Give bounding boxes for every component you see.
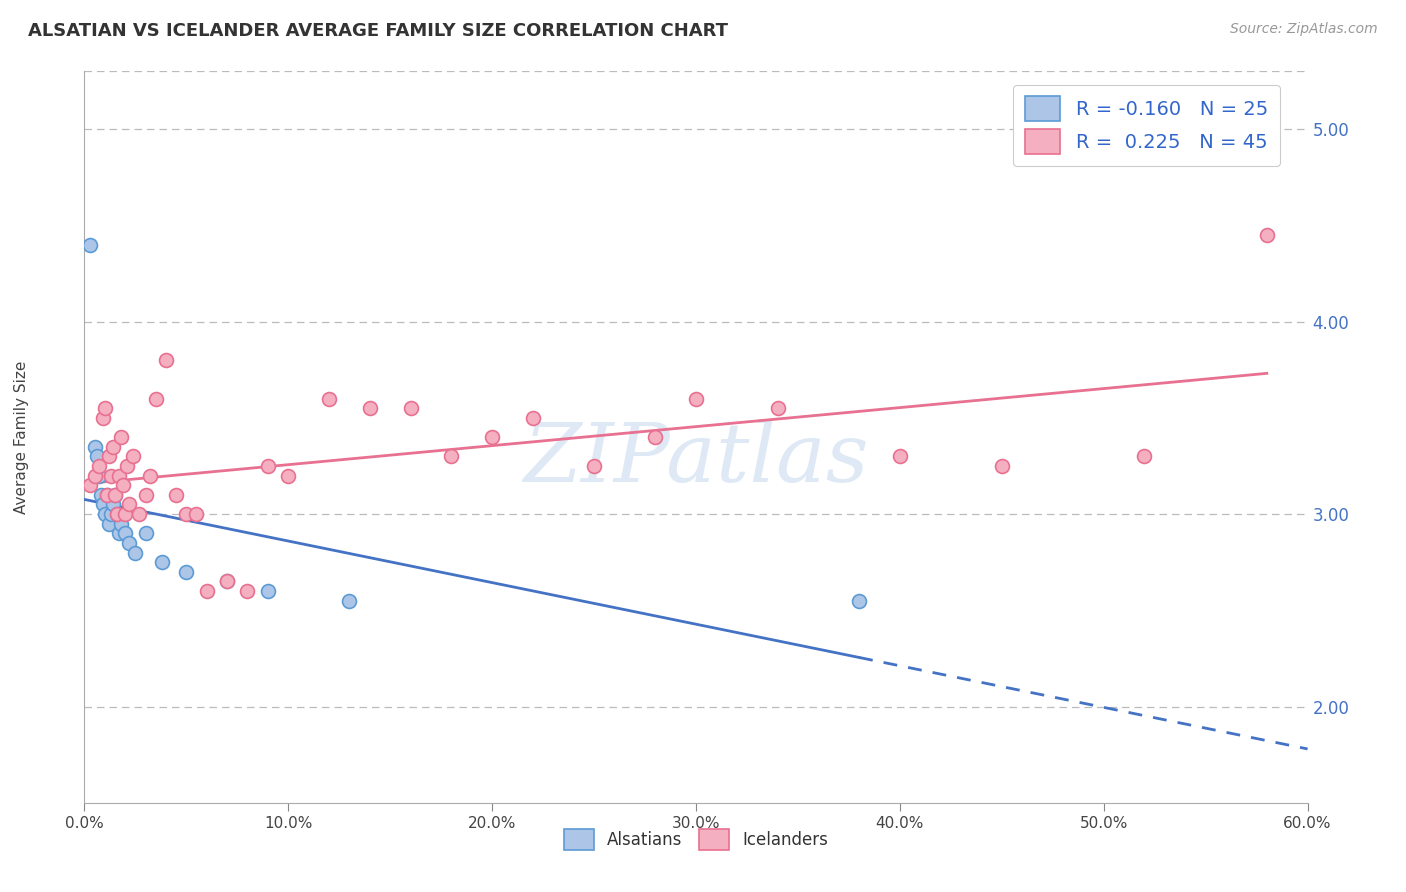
Point xyxy=(83,468,105,483)
Point xyxy=(87,468,110,483)
Point xyxy=(97,450,120,464)
Point xyxy=(101,498,124,512)
Point xyxy=(104,488,127,502)
Point xyxy=(174,507,197,521)
Point xyxy=(848,593,870,607)
Point xyxy=(583,458,606,473)
Y-axis label: Average Family Size: Average Family Size xyxy=(14,360,28,514)
Point xyxy=(685,392,707,406)
Point xyxy=(257,458,280,473)
Text: ZIPatlas: ZIPatlas xyxy=(523,419,869,499)
Point xyxy=(93,401,115,416)
Point xyxy=(889,450,911,464)
Point xyxy=(79,478,101,492)
Point xyxy=(991,458,1014,473)
Point xyxy=(339,593,361,607)
Point xyxy=(93,507,115,521)
Point xyxy=(100,507,122,521)
Point xyxy=(1133,450,1156,464)
Point xyxy=(79,237,101,252)
Point xyxy=(359,401,381,416)
Point xyxy=(96,488,118,502)
Point xyxy=(114,526,136,541)
Point xyxy=(105,507,128,521)
Point xyxy=(195,584,218,599)
Point xyxy=(110,516,132,531)
Point xyxy=(86,450,108,464)
Point xyxy=(236,584,259,599)
Point xyxy=(257,584,280,599)
Legend: Alsatians, Icelanders: Alsatians, Icelanders xyxy=(557,822,835,856)
Point xyxy=(110,430,132,444)
Point xyxy=(83,440,105,454)
Point xyxy=(128,507,150,521)
Point xyxy=(118,498,141,512)
Point xyxy=(186,507,208,521)
Point xyxy=(108,468,131,483)
Point xyxy=(87,458,110,473)
Point xyxy=(138,468,160,483)
Point xyxy=(135,488,157,502)
Point xyxy=(165,488,187,502)
Point xyxy=(101,440,124,454)
Point xyxy=(118,536,141,550)
Point xyxy=(91,498,114,512)
Point xyxy=(112,478,135,492)
Point xyxy=(481,430,503,444)
Point xyxy=(522,410,544,425)
Point xyxy=(217,574,239,589)
Point xyxy=(97,516,120,531)
Text: Source: ZipAtlas.com: Source: ZipAtlas.com xyxy=(1230,22,1378,37)
Point xyxy=(150,555,173,569)
Point xyxy=(90,488,112,502)
Point xyxy=(124,545,146,559)
Point xyxy=(91,410,114,425)
Text: ALSATIAN VS ICELANDER AVERAGE FAMILY SIZE CORRELATION CHART: ALSATIAN VS ICELANDER AVERAGE FAMILY SIZ… xyxy=(28,22,728,40)
Point xyxy=(318,392,340,406)
Point xyxy=(108,526,131,541)
Point xyxy=(217,574,239,589)
Point xyxy=(115,458,138,473)
Point xyxy=(1256,227,1278,242)
Point xyxy=(96,488,118,502)
Point xyxy=(766,401,789,416)
Point xyxy=(122,450,145,464)
Point xyxy=(277,468,299,483)
Point xyxy=(135,526,157,541)
Point xyxy=(114,507,136,521)
Point xyxy=(440,450,463,464)
Point xyxy=(145,392,167,406)
Point xyxy=(105,507,128,521)
Point xyxy=(644,430,666,444)
Point xyxy=(399,401,422,416)
Point xyxy=(104,488,127,502)
Point xyxy=(174,565,197,579)
Point xyxy=(155,353,177,368)
Point xyxy=(100,468,122,483)
